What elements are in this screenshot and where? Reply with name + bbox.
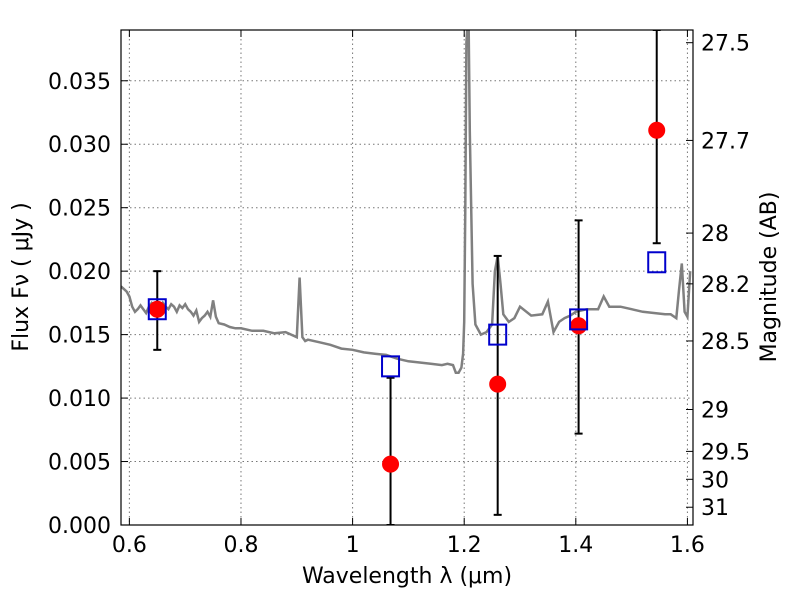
plot-area (121, 30, 692, 525)
x-tick-label: 0.6 (112, 533, 147, 558)
x-tick-labels: 0.6 0.8 1 1.2 1.4 1.6 (112, 533, 705, 558)
y-tick-label: 0.020 (48, 260, 111, 285)
model-spectrum-line (121, 30, 692, 374)
model-points (147, 251, 667, 378)
axis-ticks (121, 30, 693, 526)
model-point (647, 251, 667, 274)
right-tick-label: 28.5 (701, 330, 750, 355)
x-tick-label: 1.2 (447, 533, 482, 558)
y-tick-label: 0.030 (48, 133, 111, 158)
x-tick-label: 1.6 (670, 533, 705, 558)
y-axis-label: Flux Fν ( μJy ) (9, 202, 34, 351)
y-tick-label: 0.010 (48, 387, 111, 412)
y-tick-labels: 0.000 0.005 0.010 0.015 0.020 0.025 0.030 0.035 (48, 70, 111, 539)
observed-point (570, 317, 588, 335)
observed-point (148, 300, 166, 318)
observed-point (648, 121, 666, 139)
y-tick-label: 0.015 (48, 324, 111, 349)
model-point (488, 323, 508, 346)
x-axis-label: Wavelength λ (μm) (302, 564, 512, 589)
y-tick-label: 0.000 (48, 514, 111, 539)
x-tick-label: 1.4 (558, 533, 593, 558)
y-tick-label: 0.025 (48, 197, 111, 222)
right-tick-label: 27.5 (701, 32, 750, 57)
plot-frame (120, 29, 694, 526)
model-point (147, 298, 167, 321)
model-point (381, 355, 401, 378)
right-tick-label: 28.2 (701, 273, 750, 298)
observed-point (489, 375, 507, 393)
right-tick-label: 27.7 (701, 129, 750, 154)
right-tick-label: 29.5 (701, 440, 750, 465)
y-tick-label: 0.005 (48, 451, 111, 476)
x-tick-label: 1 (346, 533, 360, 558)
right-axis-label: Magnitude (AB) (757, 192, 782, 363)
right-tick-label: 30 (701, 468, 729, 493)
right-tick-label: 29 (701, 399, 729, 424)
model-point (569, 308, 589, 331)
right-tick-labels: 27.5 27.7 28 28.2 28.5 29 29.5 30 31 (701, 32, 750, 522)
observed-point (382, 455, 400, 473)
x-tick-label: 0.8 (223, 533, 258, 558)
right-tick-label: 28 (701, 222, 729, 247)
y-tick-label: 0.035 (48, 70, 111, 95)
right-tick-label: 31 (701, 496, 729, 521)
